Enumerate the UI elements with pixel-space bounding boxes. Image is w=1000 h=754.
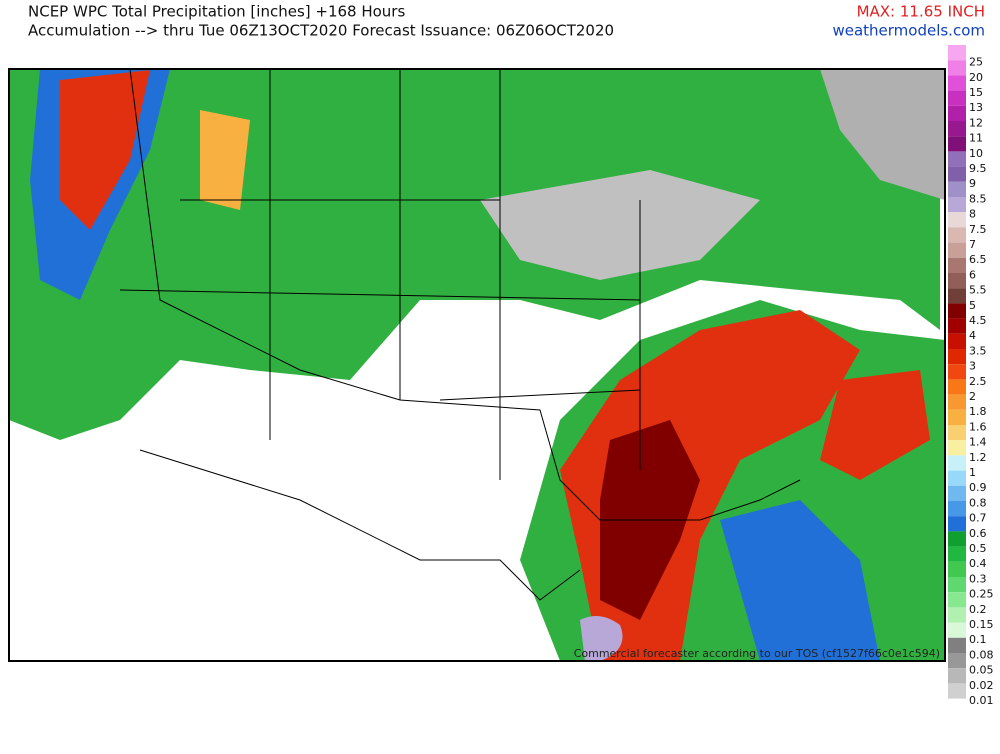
legend-label: 0.8 <box>969 496 987 509</box>
legend-swatch <box>948 90 966 106</box>
legend-swatch <box>948 622 966 638</box>
legend-label: 1 <box>969 466 976 479</box>
legend-swatch <box>948 121 966 137</box>
legend-label: 25 <box>969 56 983 69</box>
legend-label: 12 <box>969 116 983 129</box>
legend-swatch <box>948 637 966 653</box>
legend-label: 0.01 <box>969 694 994 707</box>
legend-swatch <box>948 288 966 304</box>
legend-swatch <box>948 136 966 152</box>
legend-label: 15 <box>969 86 983 99</box>
legend-swatch <box>948 166 966 182</box>
legend-label: 20 <box>969 71 983 84</box>
legend-swatch <box>948 181 966 197</box>
legend-swatch <box>948 227 966 243</box>
legend-swatch <box>948 273 966 289</box>
legend-swatch <box>948 333 966 349</box>
legend-label: 7 <box>969 238 976 251</box>
site-name: weathermodels.com <box>832 22 985 40</box>
legend-label: 9 <box>969 177 976 190</box>
legend-label: 0.08 <box>969 648 994 661</box>
legend-swatch <box>948 531 966 547</box>
legend-label: 0.4 <box>969 557 987 570</box>
map <box>8 68 946 662</box>
legend-label: 0.1 <box>969 633 987 646</box>
legend-swatch <box>948 105 966 121</box>
legend-label: 0.05 <box>969 664 994 677</box>
legend-swatch <box>948 561 966 577</box>
legend-label: 11 <box>969 132 983 145</box>
legend-label: 1.8 <box>969 405 987 418</box>
legend-swatch <box>948 197 966 213</box>
legend-label: 6.5 <box>969 253 987 266</box>
legend-label: 5 <box>969 299 976 312</box>
legend-swatch <box>948 151 966 167</box>
legend-label: 1.4 <box>969 436 987 449</box>
legend-swatch <box>948 409 966 425</box>
subtitle: Accumulation --> thru Tue 06Z13OCT2020 F… <box>28 22 614 40</box>
legend-label: 8.5 <box>969 192 987 205</box>
legend-label: 3 <box>969 360 976 373</box>
legend-label: 9.5 <box>969 162 987 175</box>
legend-label: 7.5 <box>969 223 987 236</box>
legend-swatch <box>948 75 966 91</box>
legend-label: 1.2 <box>969 451 987 464</box>
legend-label: 0.6 <box>969 527 987 540</box>
legend-label: 5.5 <box>969 284 987 297</box>
legend-swatch <box>948 683 966 699</box>
legend-swatch <box>948 607 966 623</box>
legend-swatch <box>948 501 966 517</box>
legend-swatch <box>948 349 966 365</box>
legend-swatch <box>948 60 966 76</box>
legend-label: 4 <box>969 329 976 342</box>
legend-label: 0.25 <box>969 588 994 601</box>
legend-label: 0.02 <box>969 679 994 692</box>
legend-swatch <box>948 212 966 228</box>
legend-swatch <box>948 379 966 395</box>
legend-swatch <box>948 455 966 471</box>
legend-label: 0.3 <box>969 572 987 585</box>
legend-swatch <box>948 318 966 334</box>
legend-swatch <box>948 364 966 380</box>
legend-swatch <box>948 440 966 456</box>
legend-swatch <box>948 653 966 669</box>
max-value: MAX: 11.65 INCH <box>857 3 985 21</box>
legend-swatch <box>948 546 966 562</box>
legend-label: 8 <box>969 208 976 221</box>
legend-label: 6 <box>969 268 976 281</box>
legend-label: 3.5 <box>969 344 987 357</box>
legend-label: 0.9 <box>969 481 987 494</box>
legend-label: 1.6 <box>969 420 987 433</box>
legend-swatch <box>948 577 966 593</box>
legend-swatch <box>948 470 966 486</box>
legend-label: 0.15 <box>969 618 994 631</box>
legend-label: 10 <box>969 147 983 160</box>
legend-swatch <box>948 303 966 319</box>
watermark: Commercial forecaster according to our T… <box>574 647 940 660</box>
color-legend: 252015131211109.598.587.576.565.554.543.… <box>948 45 994 707</box>
legend-swatch <box>948 485 966 501</box>
legend-label: 0.5 <box>969 542 987 555</box>
legend-label: 4.5 <box>969 314 987 327</box>
legend-swatch <box>948 394 966 410</box>
legend-label: 0.7 <box>969 512 987 525</box>
legend-swatch <box>948 592 966 608</box>
title: NCEP WPC Total Precipitation [inches] +1… <box>28 3 405 21</box>
legend-swatch <box>948 668 966 684</box>
legend-label: 2 <box>969 390 976 403</box>
legend-swatch <box>948 257 966 273</box>
legend-swatch <box>948 242 966 258</box>
legend-swatch <box>948 516 966 532</box>
legend-label: 2.5 <box>969 375 987 388</box>
legend-swatch <box>948 45 966 61</box>
legend-swatch <box>948 425 966 441</box>
legend-label: 13 <box>969 101 983 114</box>
legend-label: 0.2 <box>969 603 987 616</box>
